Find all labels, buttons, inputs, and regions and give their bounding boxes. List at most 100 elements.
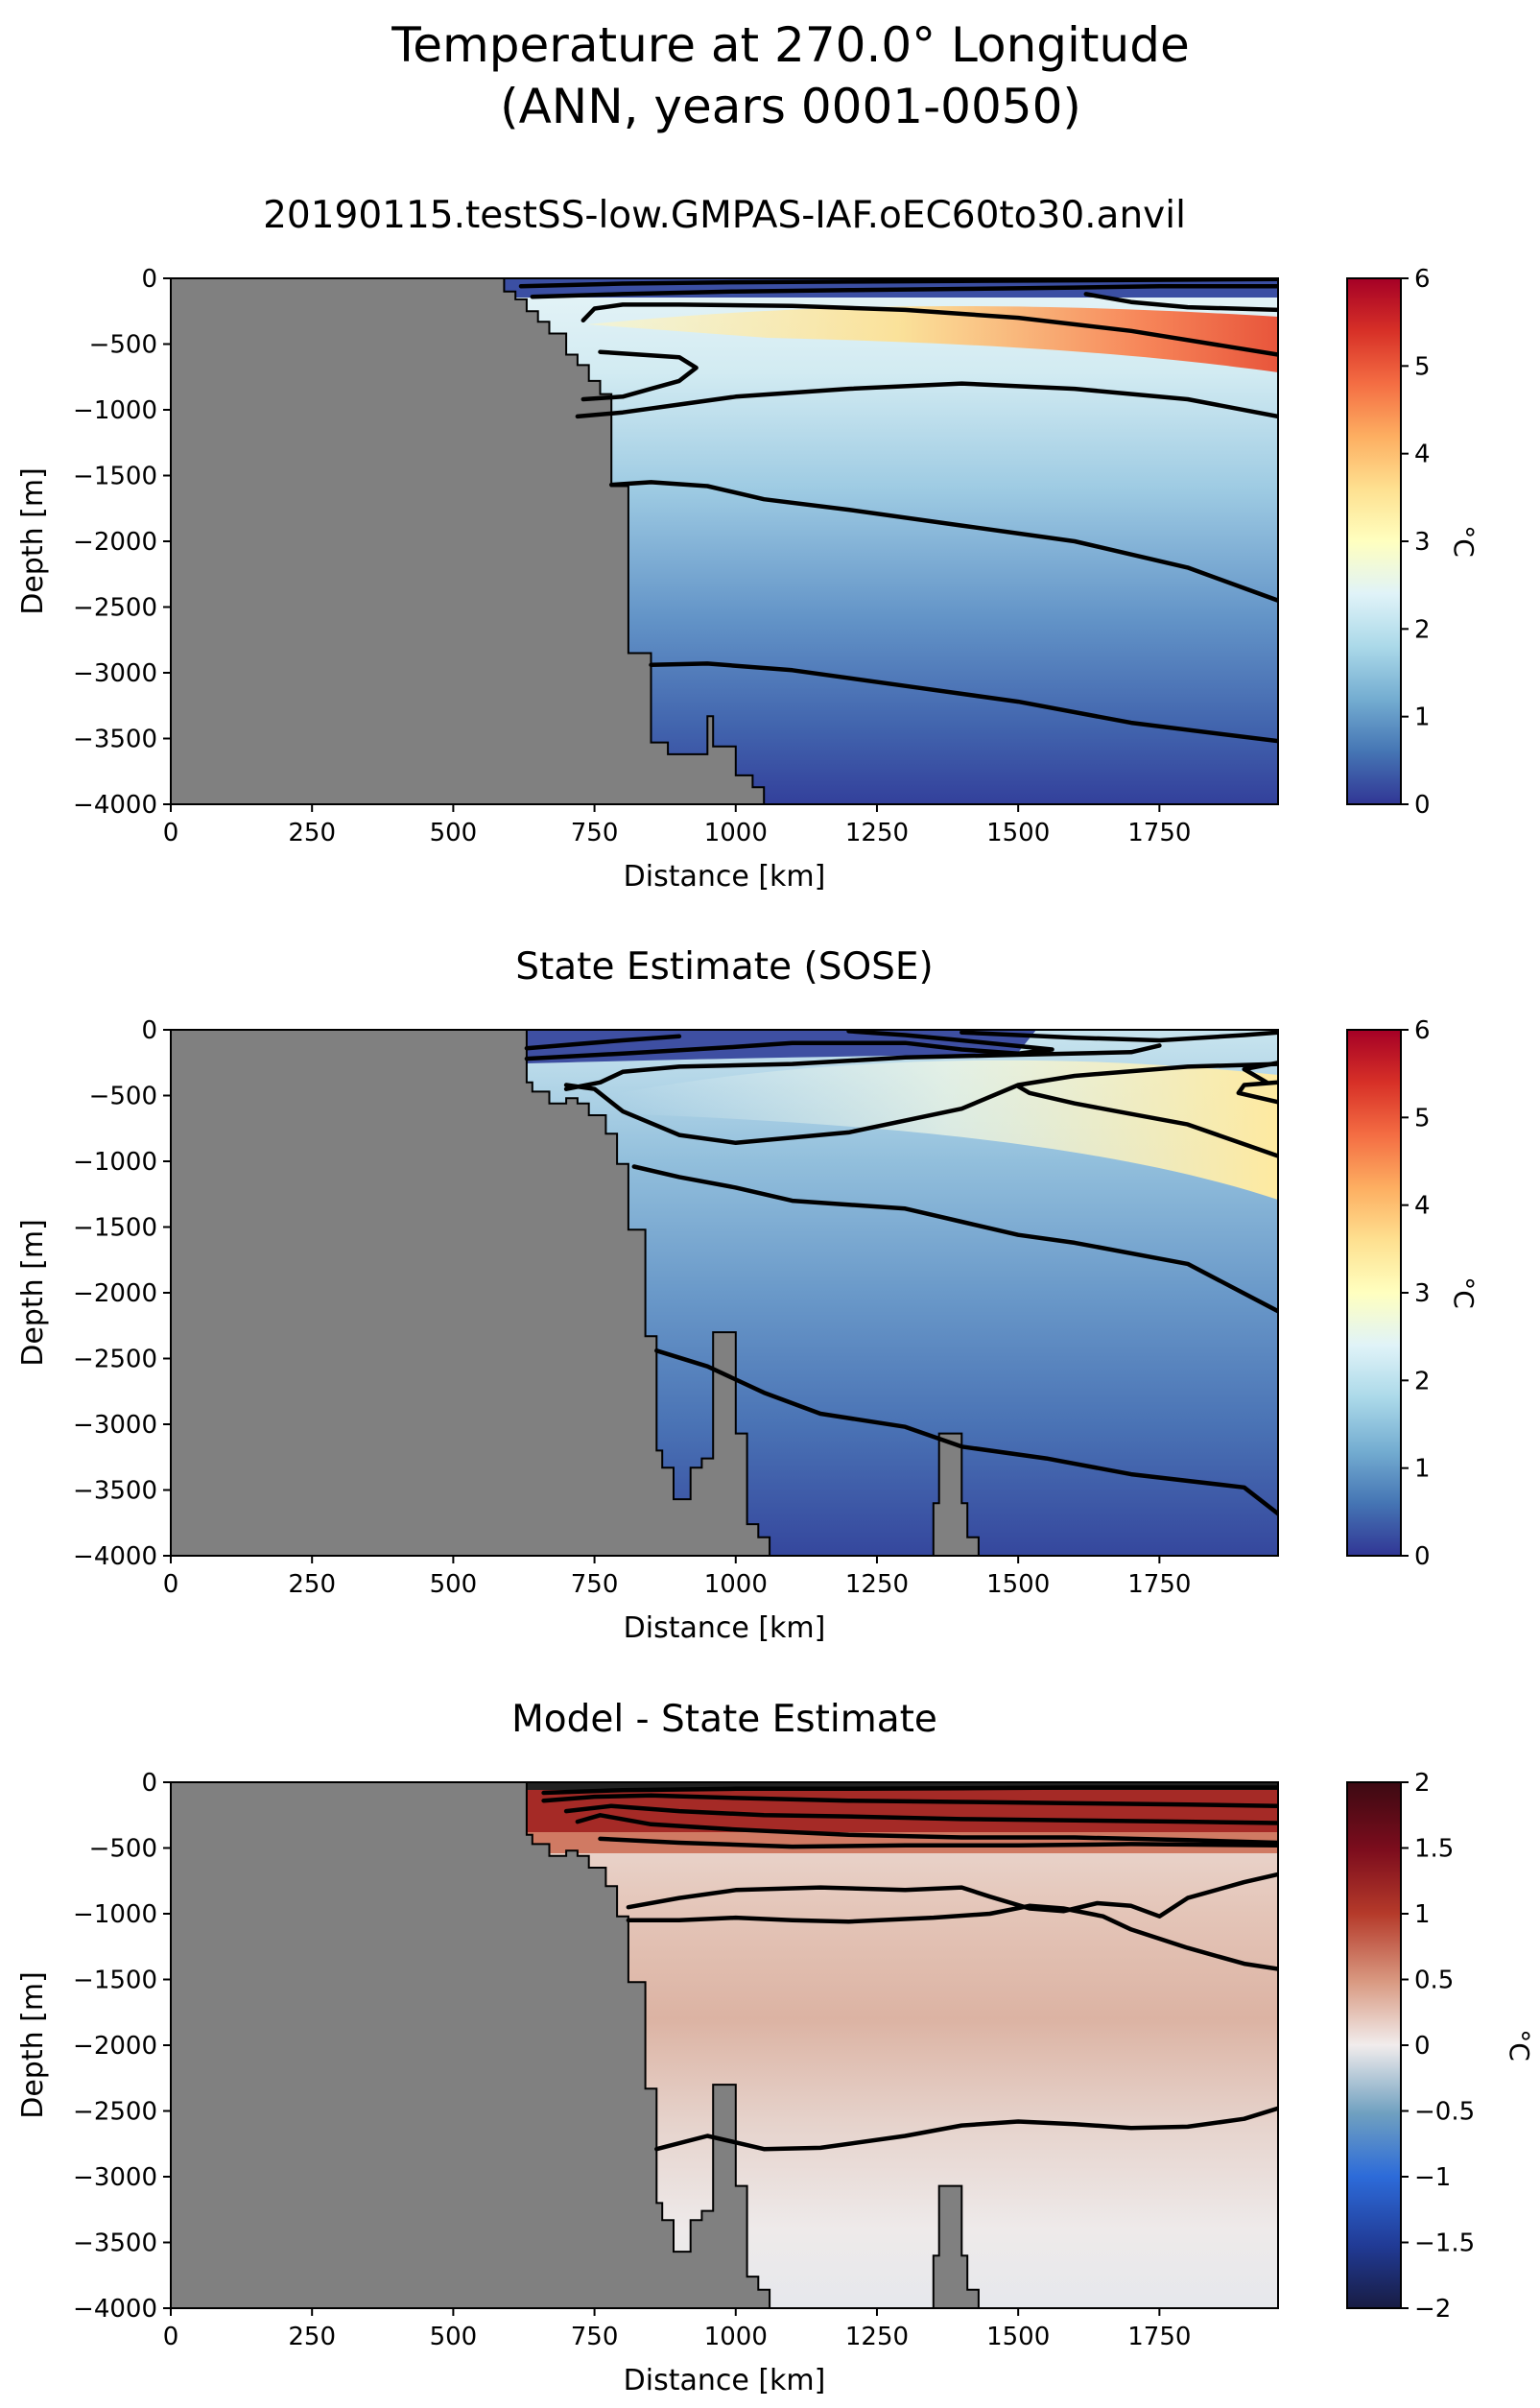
panel-difference: Model - State Estimate 0 250 500 750 1000 125… [16,1698,1535,2397]
colorbar-tick-label: −1 [1414,2163,1451,2192]
contour-line [1083,292,1278,313]
y-tick-label: −3500 [73,2229,157,2258]
colorbar-tick-label: −2 [1414,2295,1451,2324]
x-tick-label: 1500 [986,1570,1050,1599]
y-tick-label: −4000 [73,791,157,820]
colorbar [1346,277,1402,805]
panel-state-estimate: State Estimate (SOSE) 0 250 500 750 1000 1250… [16,945,1480,1645]
y-tick-label: −1500 [73,1214,157,1243]
x-tick-label: 1250 [845,1570,909,1599]
colorbar-tick-label: 0.5 [1414,1967,1454,1995]
y-tick-label: −2000 [73,1279,157,1308]
contour-line [563,1803,1278,1825]
x-tick-label: 500 [430,819,478,847]
y-tick-label: −3000 [73,659,157,688]
x-tick-label: 1250 [845,2323,909,2351]
contour-line [518,278,1278,289]
y-tick-label: −3000 [73,1411,157,1440]
colorbar-tick-label: 0 [1414,2032,1431,2061]
colorbar-tick-label: 1 [1414,1900,1431,1929]
y-axis-label: Depth [m] [16,467,50,615]
x-axis: 0 250 500 750 1000 1250 1500 1750 [163,1556,1191,1599]
y-tick-label: 0 [141,265,157,294]
surface-mixed-strip [527,1782,1278,1790]
colorbar [1346,1781,1402,2309]
contour-line [598,1836,1278,1849]
y-axis: 0 −500 −1000 −1500 −2000 −2500 −3000 −3500 −4000 [73,1016,171,1571]
y-tick-label: −1500 [73,1967,157,1995]
x-tick-label: 1750 [1127,2323,1191,2351]
y-tick-label: −1000 [73,396,157,425]
y-tick-label: 0 [141,1769,157,1798]
colorbar-ticks: 0 1 2 3 4 5 6 [1401,265,1431,820]
x-tick-label: 1000 [704,819,768,847]
panel-title: 20190115.testSS-low.GMPAS-IAF.oEC60to30.… [263,194,1186,237]
y-tick-label: −4000 [73,1542,157,1571]
x-axis: 0 250 500 750 1000 1250 1500 1750 [163,804,1191,847]
x-axis-label: Distance [km] [624,2364,826,2397]
colorbar-tick-label: 5 [1414,352,1431,381]
colorbar-tick-label: 1 [1414,1455,1431,1484]
y-tick-label: −3500 [73,1477,157,1506]
x-tick-label: 1000 [704,1570,768,1599]
contour-line [575,1813,1278,1846]
y-tick-label: −500 [89,1083,157,1111]
colorbar-tick-label: −0.5 [1414,2098,1475,2127]
x-tick-label: 1500 [986,2323,1050,2351]
figure-suptitle-line2: (ANN, years 0001-0050) [500,79,1081,134]
x-tick-label: 1750 [1127,1570,1191,1599]
colorbar-tick-label: 3 [1414,1279,1431,1308]
contour-line [626,1872,1278,1919]
y-tick-label: −1000 [73,1900,157,1929]
contour-line [631,1164,1278,1314]
y-axis-label: Depth [m] [16,1971,50,2119]
colorbar-tick-label: 2 [1414,615,1431,644]
x-axis: 0 250 500 750 1000 1250 1500 1750 [163,2308,1191,2351]
x-tick-label: 1500 [986,819,1050,847]
y-tick-label: −4000 [73,2295,157,2324]
colorbar-tick-label: 2 [1414,1367,1431,1395]
y-tick-label: −2500 [73,2098,157,2127]
contour-line [541,1793,1278,1808]
colorbar-tick-label: 3 [1414,528,1431,557]
x-tick-label: 500 [430,1570,478,1599]
y-tick-label: −2500 [73,1346,157,1374]
contour-line [563,1043,1162,1091]
x-tick-label: 1750 [1127,819,1191,847]
y-axis: 0 −500 −1000 −1500 −2000 −2500 −3000 −3500 −4000 [73,1769,171,2324]
y-tick-label: −2000 [73,528,157,557]
warm-tongue [614,1060,1278,1200]
colorbar-tick-label: −1.5 [1414,2229,1475,2258]
panel-model: 20190115.testSS-low.GMPAS-IAF.oEC60to30.… [16,194,1480,894]
panel-title: State Estimate (SOSE) [515,945,934,989]
colorbar-tick-label: 0 [1414,1542,1431,1571]
contour-line [626,1903,1278,1971]
colorbar-label: °C [1448,525,1480,558]
contour-line [1236,1080,1278,1105]
colorbar-tick-label: 2 [1414,1769,1431,1798]
colorbar-label: °C [1504,2029,1535,2062]
contour-line [654,2106,1278,2152]
x-tick-label: 250 [288,2323,336,2351]
colorbar-tick-label: 4 [1414,441,1431,469]
y-tick-label: −3500 [73,726,157,754]
contour-line [524,1030,1054,1061]
y-tick-label: −2500 [73,594,157,623]
x-tick-label: 0 [163,2323,179,2351]
warm-tongue [587,305,1278,372]
x-tick-label: 1000 [704,2323,768,2351]
colorbar-tick-label: 0 [1414,791,1431,820]
contour-line [563,1061,1278,1146]
colorbar-tick-label: 6 [1414,265,1431,294]
y-tick-label: 0 [141,1016,157,1045]
panel-title: Model - State Estimate [511,1698,937,1741]
colorbar-tick-label: 1.5 [1414,1835,1454,1864]
y-tick-label: −500 [89,331,157,360]
contour-line [1015,1084,1278,1158]
y-axis: 0 −500 −1000 −1500 −2000 −2500 −3000 −3500 −4000 [73,265,171,820]
x-tick-label: 750 [571,819,619,847]
colorbar-tick-label: 4 [1414,1192,1431,1221]
colorbar-ticks: 0 1 2 3 4 5 6 [1401,1016,1431,1571]
figure-suptitle-line1: Temperature at 270.0° Longitude [391,17,1189,73]
